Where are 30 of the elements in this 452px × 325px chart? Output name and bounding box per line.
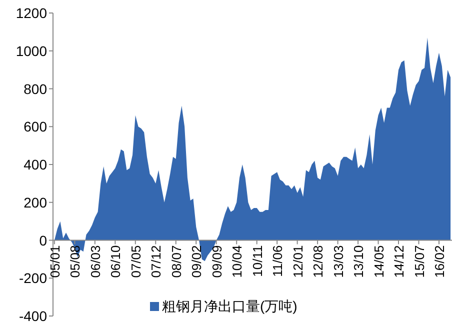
x-tick-label: 06/03 [88,245,103,278]
y-tick-label: 400 [24,156,48,172]
y-tick-label: 800 [24,80,48,97]
y-tick-label: 1000 [16,42,48,59]
x-tick-label: 06/10 [108,245,124,278]
x-tick-label: 12/08 [310,245,326,278]
y-tick-label: 0 [39,232,48,248]
x-tick-label: 05/08 [68,245,83,278]
y-tick-label: 600 [24,118,48,135]
x-tick-label: 11/06 [270,245,286,277]
x-tick-label: 15/07 [412,245,427,278]
y-tick-label: -400 [18,308,48,324]
y-tick-label: 200 [24,194,48,210]
x-tick-label: 10/11 [250,245,265,277]
x-tick-label: 16/02 [432,245,447,278]
x-tick-label: 07/12 [148,245,164,278]
x-tick-label: 14/05 [371,245,386,278]
x-tick-label: 09/02 [189,245,204,278]
y-tick-label: 1200 [16,5,48,21]
legend: 粗钢月净出口量(万吨) [150,298,298,314]
x-tick-label: 10/04 [230,245,245,278]
x-tick-label: 07/05 [128,245,144,278]
x-tick-label: 08/07 [168,245,184,278]
x-tick-label: 12/01 [290,245,306,278]
y-tick-label: -200 [18,270,48,286]
x-tick-label: 05/01 [47,245,62,278]
x-tick-label: 13/03 [330,245,346,278]
x-tick-label: 14/12 [392,245,407,278]
x-tick-label: 13/10 [351,245,366,278]
x-tick-label: 09/09 [209,245,224,278]
